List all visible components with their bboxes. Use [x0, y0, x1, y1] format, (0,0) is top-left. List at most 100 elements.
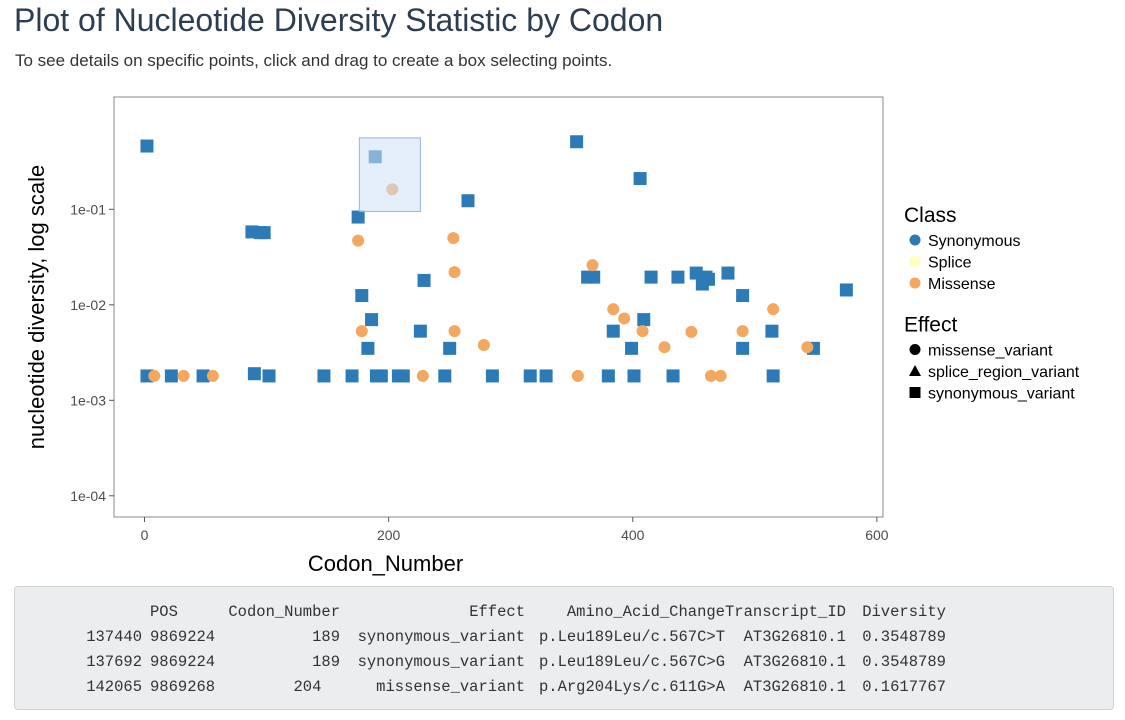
- y-axis-title: nucleotide diversity, log scale: [24, 165, 49, 450]
- data-point-synonymous: [625, 341, 639, 355]
- data-point-missense: [736, 325, 749, 338]
- data-point-synonymous: [766, 369, 780, 383]
- column-header-index: [30, 599, 150, 624]
- cell-transcript-id: AT3G26810.1: [743, 627, 846, 646]
- data-point-synonymous: [247, 367, 261, 381]
- legend-label: Splice: [928, 255, 972, 272]
- data-point-missense: [636, 325, 649, 338]
- data-point-synonymous: [539, 369, 553, 383]
- data-point-synonymous: [461, 194, 475, 208]
- data-point-synonymous: [485, 369, 499, 383]
- x-tick-label: 0: [141, 527, 149, 543]
- legend-key-triangle: [909, 365, 921, 376]
- cell-amino-acid-change: p.Leu189Leu/c.567C>G: [538, 652, 725, 671]
- y-tick-label: 1e-01: [70, 201, 106, 217]
- legend-key-circle: [909, 277, 921, 289]
- data-point-missense: [448, 325, 461, 338]
- legend-key-circle: [909, 255, 921, 268]
- data-point-missense: [447, 232, 460, 245]
- legend-title: Effect: [904, 314, 957, 337]
- data-point-synonymous: [736, 341, 750, 355]
- data-point-synonymous: [345, 369, 359, 383]
- cell-amino-acid-change: p.Arg204Lys/c.611G>A: [538, 677, 725, 696]
- data-point-synonymous: [196, 369, 210, 383]
- data-point-synonymous: [417, 273, 431, 287]
- column-header-effect: Effect: [469, 602, 525, 621]
- column-header-diversity: Diversity: [862, 602, 946, 621]
- x-tick-label: 200: [377, 527, 401, 543]
- data-point-synonymous: [666, 369, 680, 383]
- legend-label: synonymous_variant: [928, 386, 1075, 403]
- cell-transcript-id: AT3G26810.1: [743, 652, 846, 671]
- data-point-missense: [685, 325, 698, 338]
- data-point-missense: [416, 369, 429, 382]
- data-point-synonymous: [443, 341, 457, 355]
- table-row: 137440 9869224 189 synonymous_variant p.…: [30, 624, 946, 649]
- cell-transcript-id: AT3G26810.1: [743, 677, 846, 696]
- data-point-synonymous: [601, 369, 615, 383]
- data-point-missense: [148, 369, 161, 382]
- data-point-synonymous: [587, 270, 601, 284]
- cell-codon-number: 204: [293, 677, 340, 696]
- row-index: 137692: [86, 652, 142, 671]
- y-tick-label: 1e-03: [70, 392, 106, 408]
- data-point-missense: [658, 341, 671, 354]
- data-point-missense: [177, 369, 190, 382]
- data-point-missense: [714, 369, 727, 382]
- column-header-codon-number: Codon_Number: [228, 602, 340, 621]
- data-point-missense: [352, 234, 365, 247]
- cell-pos: 9869224: [150, 627, 216, 646]
- selected-points-output: POS Codon_Number Effect Amino_Acid_Chang…: [14, 586, 1114, 710]
- data-point-missense: [355, 325, 368, 338]
- legend-label: Missense: [928, 276, 996, 293]
- data-point-synonymous: [570, 135, 584, 149]
- data-point-missense: [607, 303, 620, 316]
- data-point-synonymous: [365, 313, 379, 327]
- data-point-synonymous: [164, 369, 178, 383]
- diversity-scatter-chart[interactable]: 0 200 400 600 1e-04 1e-03 1e-02 1e-01 Codon_Numb…: [0, 0, 1125, 585]
- cell-amino-acid-change: p.Leu189Leu/c.567C>T: [538, 627, 725, 646]
- column-header-pos: POS: [150, 602, 178, 621]
- cell-diversity: 0.3548789: [862, 627, 946, 646]
- data-point-synonymous: [765, 324, 779, 338]
- data-point-synonymous: [689, 266, 703, 280]
- data-point-synonymous: [644, 270, 658, 284]
- instructions-text: To see details on specific points, click…: [15, 51, 613, 70]
- cell-pos: 9869268: [150, 677, 216, 696]
- data-point-synonymous: [523, 369, 537, 383]
- selection-brush-box: [358, 137, 421, 212]
- legend-key-circle: [909, 234, 921, 246]
- cell-effect: missense_variant: [376, 677, 525, 696]
- cell-diversity: 0.3548789: [862, 652, 946, 671]
- data-point-synonymous: [317, 369, 331, 383]
- column-header-transcript-id: Transcript_ID: [725, 602, 846, 621]
- data-point-synonymous: [361, 341, 375, 355]
- x-axis-title: Codon_Number: [308, 551, 463, 576]
- column-header-amino-acid-change: Amino_Acid_Change: [566, 602, 725, 621]
- data-point-synonymous: [736, 289, 750, 303]
- cell-diversity: 0.1617767: [862, 677, 946, 696]
- data-point-synonymous: [606, 324, 620, 338]
- data-point-missense: [586, 259, 599, 272]
- legend-label: Synonymous: [928, 233, 1021, 250]
- data-point-synonymous: [355, 289, 369, 303]
- selected-points-table: POS Codon_Number Effect Amino_Acid_Chang…: [30, 599, 946, 699]
- data-point-synonymous: [633, 172, 647, 186]
- y-tick-label: 1e-04: [70, 488, 106, 504]
- x-tick-label: 400: [621, 527, 645, 543]
- data-point-synonymous: [721, 266, 735, 280]
- data-point-synonymous: [351, 210, 365, 224]
- data-point-missense: [618, 312, 631, 325]
- legend-label: splice_region_variant: [928, 364, 1080, 381]
- data-point-synonymous: [262, 369, 276, 383]
- cell-effect: synonymous_variant: [357, 652, 525, 671]
- data-point-missense: [767, 303, 780, 316]
- plot-panel: [113, 96, 884, 518]
- y-tick-label: 1e-02: [70, 297, 106, 313]
- legend-title: Class: [904, 204, 957, 227]
- data-point-synonymous: [140, 139, 154, 153]
- data-point-synonymous: [839, 283, 853, 297]
- data-point-synonymous: [627, 369, 641, 383]
- data-point-synonymous: [413, 324, 427, 338]
- cell-effect: synonymous_variant: [357, 627, 525, 646]
